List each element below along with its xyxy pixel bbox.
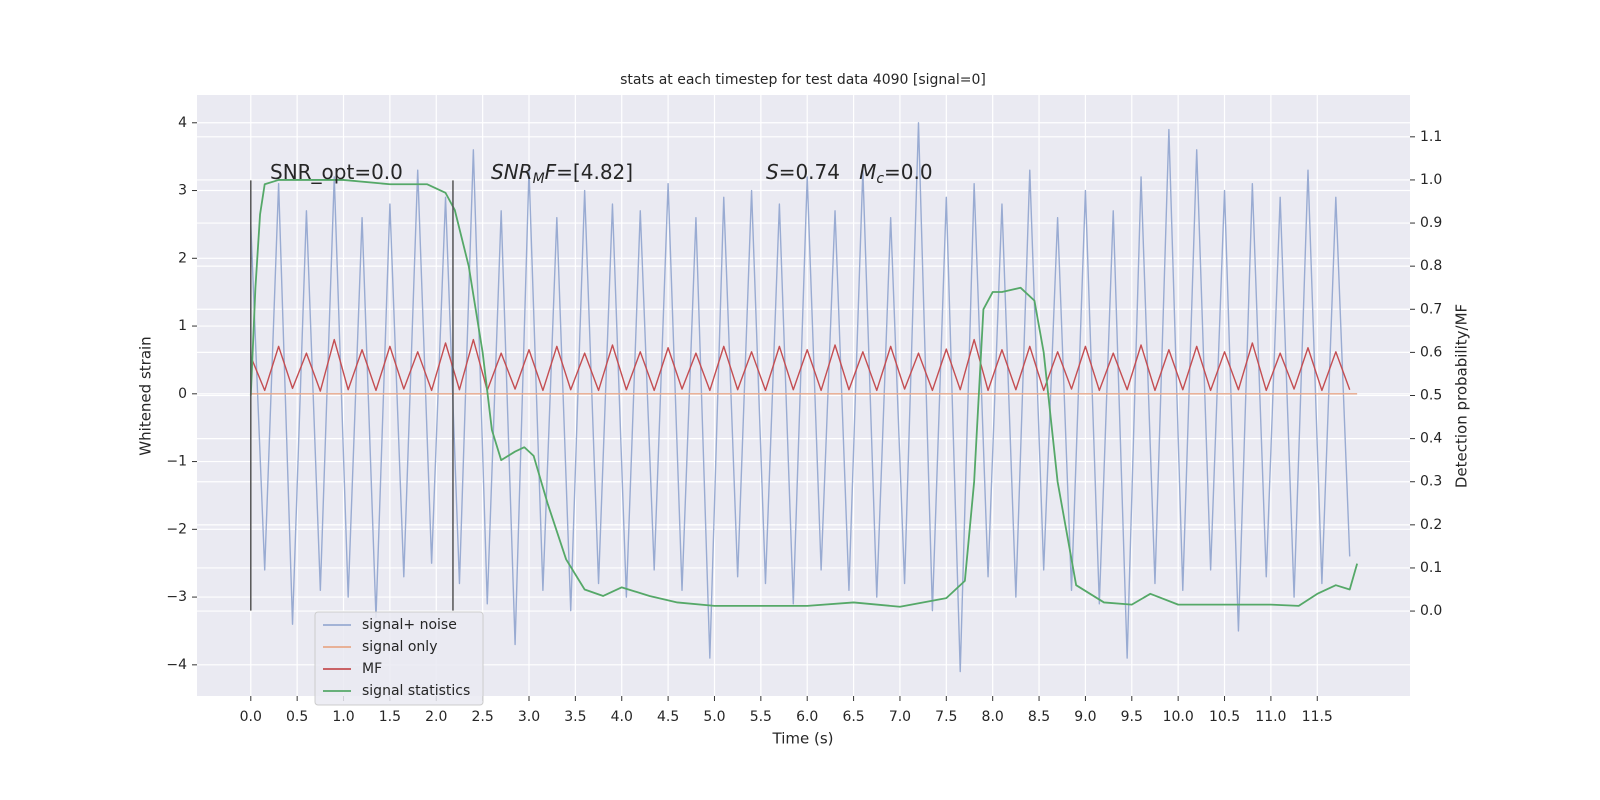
y-tick-label: 0 xyxy=(178,386,187,402)
x-tick-label: 9.0 xyxy=(1074,709,1096,725)
y-tick-label: −2 xyxy=(166,521,187,537)
y-tick-label: −1 xyxy=(166,454,187,470)
annotation-part: M xyxy=(859,160,876,184)
x-tick-label: 3.0 xyxy=(518,709,540,725)
y2-tick-label: 0.6 xyxy=(1420,344,1442,360)
series-line xyxy=(249,179,1359,608)
legend-label: signal+ noise xyxy=(362,617,457,633)
y2-tick-label: 0.2 xyxy=(1420,517,1442,533)
annotation-part: =[4.82] xyxy=(556,160,633,184)
x-tick-label: 4.5 xyxy=(657,709,679,725)
x-tick-label: 11.0 xyxy=(1255,709,1286,725)
y-axis-label: Whitened strain xyxy=(137,336,155,455)
x-tick-label: 7.0 xyxy=(889,709,911,725)
x-tick-label: 10.0 xyxy=(1163,709,1194,725)
x-tick-label: 1.5 xyxy=(379,709,401,725)
grid xyxy=(197,95,1410,696)
x-tick-label: 4.0 xyxy=(611,709,633,725)
series-line xyxy=(250,338,1351,392)
y2-tick-label: 0.7 xyxy=(1420,301,1442,317)
y-tick-label: 1 xyxy=(178,318,187,334)
legend-label: MF xyxy=(362,661,382,677)
annotation-part: =0.74 xyxy=(779,160,859,184)
y2-tick-label: 0.0 xyxy=(1420,603,1442,619)
legend-label: signal statistics xyxy=(362,683,470,699)
annotation-part: c xyxy=(876,171,884,187)
x-tick-label: 10.5 xyxy=(1209,709,1240,725)
annotation-part: =0.0 xyxy=(884,160,933,184)
x-tick-label: 8.0 xyxy=(982,709,1004,725)
y2-axis-label: Detection probability/MF xyxy=(1453,304,1471,488)
chart-title: stats at each timestep for test data 409… xyxy=(620,72,986,88)
x-tick-label: 11.5 xyxy=(1302,709,1333,725)
y2-tick-label: 0.9 xyxy=(1420,215,1442,231)
y2-tick-label: 0.4 xyxy=(1420,431,1442,447)
series-line xyxy=(250,122,1351,673)
x-axis-label: Time (s) xyxy=(772,730,834,748)
x-tick-label: 0.0 xyxy=(240,709,262,725)
annotation-part: S xyxy=(766,160,779,184)
annotation: SNR_opt=0.0 xyxy=(270,160,403,184)
annotation-part: SNR_opt=0.0 xyxy=(270,160,403,184)
annotation-part: F xyxy=(545,160,557,184)
legend-box xyxy=(314,611,484,706)
y2-tick-label: 0.1 xyxy=(1420,560,1442,576)
x-tick-label: 6.5 xyxy=(842,709,864,725)
x-tick-label: 5.0 xyxy=(703,709,725,725)
x-tick-label: 3.5 xyxy=(564,709,586,725)
annotation: SNRMF=[4.82] xyxy=(491,160,633,188)
y2-tick-label: 0.8 xyxy=(1420,258,1442,274)
annotation-part: M xyxy=(533,171,545,187)
annotation: S=0.74 Mc=0.0 xyxy=(766,160,933,188)
y-tick-label: −3 xyxy=(166,589,187,605)
y-tick-label: 4 xyxy=(178,115,187,131)
y2-tick-label: 0.3 xyxy=(1420,474,1442,490)
legend: signal+ noise signal only MF signal statist… xyxy=(314,611,484,706)
x-tick-label: 2.5 xyxy=(471,709,493,725)
marks xyxy=(249,122,1359,673)
y2-tick-label: 1.0 xyxy=(1420,172,1442,188)
legend-label: signal only xyxy=(362,639,437,655)
x-tick-label: 7.5 xyxy=(935,709,957,725)
x-tick-label: 0.5 xyxy=(286,709,308,725)
axes: 0.0 0.5 1.0 1.5 2.0 2.5 3.0 3.5 4.0 4.5 5.0 5.5 6.0 6… xyxy=(166,115,1442,725)
x-tick-label: 9.5 xyxy=(1121,709,1143,725)
x-tick-label: 5.5 xyxy=(750,709,772,725)
x-tick-label: 1.0 xyxy=(332,709,354,725)
x-tick-label: 8.5 xyxy=(1028,709,1050,725)
x-tick-label: 2.0 xyxy=(425,709,447,725)
y2-tick-label: 1.1 xyxy=(1420,129,1442,145)
y2-tick-label: 0.5 xyxy=(1420,388,1442,404)
y-tick-label: 3 xyxy=(178,183,187,199)
annotation-part: SNR xyxy=(491,160,533,184)
y-tick-label: 2 xyxy=(178,250,187,266)
x-tick-label: 6.0 xyxy=(796,709,818,725)
y-tick-label: −4 xyxy=(166,657,187,673)
